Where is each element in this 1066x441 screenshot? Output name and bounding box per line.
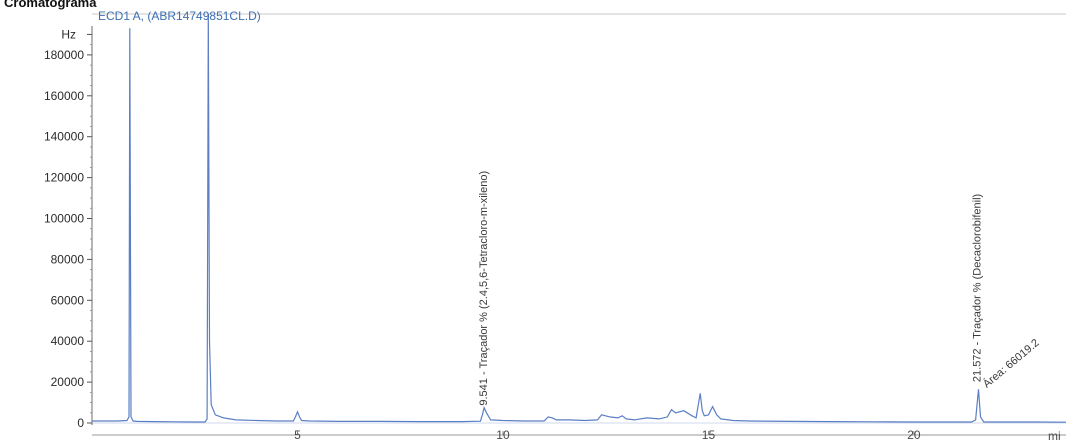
y-tick-label: 20000 [51, 375, 85, 389]
chart-title: Cromatograma [4, 0, 97, 10]
peak-annotation-1: 9.541 - Traçador % (2.4,5,6-Tetracloro-m… [478, 171, 490, 406]
y-tick-label: 160000 [44, 89, 84, 103]
y-tick-label: 80000 [51, 252, 85, 266]
y-tick-label: 60000 [51, 293, 85, 307]
x-tick-label: 20 [907, 428, 921, 441]
series-line-0 [92, 13, 1066, 423]
y-tick-label: 120000 [44, 171, 84, 185]
y-tick-label: 40000 [51, 334, 85, 348]
series-layer [92, 13, 1066, 424]
y-tick-label: 180000 [44, 48, 84, 62]
y-tick-label: 0 [77, 416, 84, 430]
x-tick-label: 5 [294, 428, 301, 441]
annotation-layer: ECD1 A, (ABR14749851CL.D) 9.541 - Traçado… [98, 9, 1042, 406]
peak-annotation-2: 21.572 - Traçador % (Decaclorobifenil) [972, 194, 984, 382]
y-axis: 0 20000 40000 60000 80000 100000 120000 140000 1… [44, 27, 92, 430]
y-axis-unit-label: Hz [61, 27, 76, 41]
x-tick-label: 10 [496, 428, 510, 441]
peak-area-annotation: Área: 66019.2 [980, 336, 1041, 390]
y-tick-label: 140000 [44, 130, 84, 144]
x-axis-unit-label: mi [1048, 429, 1061, 441]
x-tick-label: 15 [702, 428, 716, 441]
y-tick-label: 100000 [44, 212, 84, 226]
legend-label: ECD1 A, (ABR14749851CL.D) [98, 9, 261, 23]
x-axis: 5 10 15 20 mi [294, 428, 1061, 441]
plot-frame-layer [91, 13, 1066, 436]
